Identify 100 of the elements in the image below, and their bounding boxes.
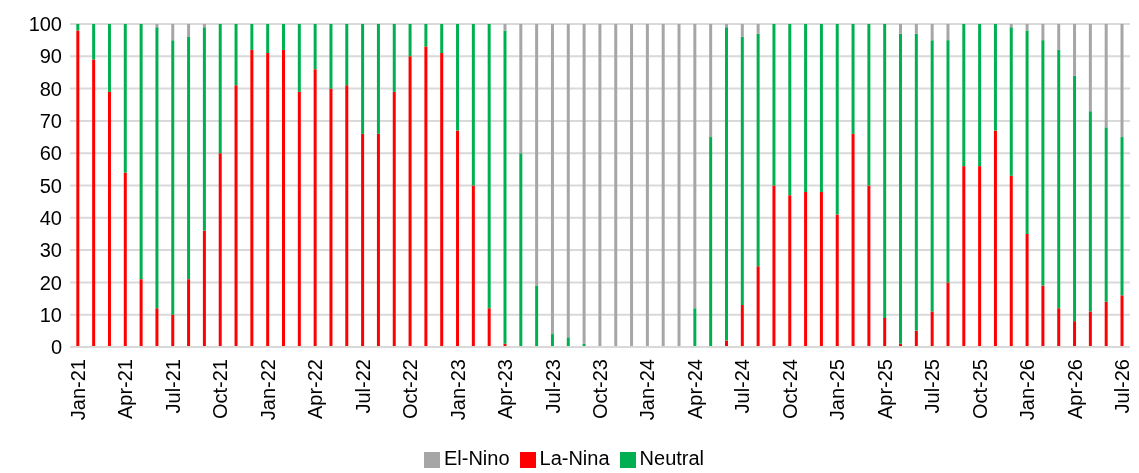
bar xyxy=(835,214,839,347)
x-tick-label: Jan-22 xyxy=(256,359,279,421)
bar xyxy=(171,314,175,347)
x-tick-label: Apr-25 xyxy=(873,359,896,420)
bar xyxy=(1088,111,1092,312)
bar xyxy=(361,24,365,134)
bar xyxy=(376,24,380,134)
x-tick-label: Jul-22 xyxy=(351,359,374,414)
bar xyxy=(171,24,175,41)
bar xyxy=(709,137,713,347)
bar xyxy=(329,24,333,89)
bar xyxy=(788,24,792,196)
bar xyxy=(804,191,808,347)
y-tick-label: 50 xyxy=(39,174,62,197)
bar xyxy=(914,330,918,347)
bar xyxy=(661,24,665,347)
bar xyxy=(1073,75,1077,322)
x-tick-label: Oct-21 xyxy=(209,359,232,420)
bar xyxy=(978,166,982,347)
bar xyxy=(535,24,539,286)
bar xyxy=(92,24,96,60)
bar xyxy=(566,337,570,347)
bar xyxy=(345,85,349,347)
bar xyxy=(930,311,934,347)
y-tick-label: 80 xyxy=(39,77,62,100)
bar xyxy=(756,266,760,347)
bar xyxy=(899,33,903,344)
bar xyxy=(724,24,728,28)
bar xyxy=(1104,24,1108,128)
bar xyxy=(107,24,111,92)
bar xyxy=(1120,137,1124,296)
bar xyxy=(187,279,191,347)
y-tick-label: 100 xyxy=(28,13,62,36)
legend-label: La-Nina xyxy=(539,447,610,469)
y-tick-label: 20 xyxy=(39,271,62,294)
bar xyxy=(1088,311,1092,347)
bar xyxy=(202,24,206,28)
bar xyxy=(1073,24,1077,76)
bar xyxy=(503,30,507,344)
bar xyxy=(282,49,285,347)
bar xyxy=(1120,295,1124,347)
bar xyxy=(297,91,301,347)
bar xyxy=(139,279,143,347)
bar xyxy=(408,56,412,347)
bar xyxy=(92,59,96,347)
bar xyxy=(756,33,760,267)
bar xyxy=(519,24,523,154)
bar xyxy=(171,40,175,315)
x-tick-label: Oct-25 xyxy=(968,359,991,420)
bar xyxy=(155,27,159,309)
bar xyxy=(993,130,997,347)
bar xyxy=(614,24,618,347)
bar xyxy=(740,305,744,347)
bar xyxy=(1025,233,1029,347)
bar xyxy=(471,24,475,186)
bar xyxy=(329,88,333,347)
legend-label: Neutral xyxy=(639,447,705,469)
x-tick-label: Oct-24 xyxy=(778,359,801,420)
y-tick-label: 30 xyxy=(39,239,62,262)
bar xyxy=(1104,301,1108,347)
bar xyxy=(598,24,602,347)
bar xyxy=(693,308,697,347)
bar xyxy=(313,69,317,347)
bar xyxy=(740,36,744,306)
bar xyxy=(899,24,903,34)
bar xyxy=(740,24,744,37)
bar xyxy=(930,24,934,41)
bar xyxy=(218,24,222,154)
x-tick-label: Jan-21 xyxy=(66,359,89,421)
bar xyxy=(819,191,823,347)
bar xyxy=(266,53,270,347)
bar xyxy=(788,195,792,347)
bar xyxy=(1009,27,1013,176)
bar xyxy=(392,91,396,347)
x-tick-label: Apr-26 xyxy=(1063,359,1086,420)
x-tick-label: Jan-23 xyxy=(446,359,469,421)
bar xyxy=(1057,24,1061,50)
bar xyxy=(456,130,460,347)
y-tick-label: 70 xyxy=(39,110,62,132)
bar xyxy=(187,24,191,37)
bar xyxy=(1025,24,1029,31)
bar xyxy=(440,53,444,347)
bar xyxy=(851,133,855,347)
bar xyxy=(471,185,475,347)
bar xyxy=(107,91,111,347)
bar xyxy=(123,24,127,173)
bar xyxy=(503,24,507,31)
bar xyxy=(535,285,539,347)
bar xyxy=(187,36,191,280)
bar xyxy=(978,24,982,167)
bar xyxy=(234,24,238,86)
y-tick-label: 0 xyxy=(50,336,62,359)
bar xyxy=(835,24,839,215)
x-tick-label: Oct-23 xyxy=(589,359,611,420)
bar xyxy=(550,334,554,347)
bar xyxy=(139,24,143,280)
bar xyxy=(582,24,586,344)
bar xyxy=(1057,308,1061,347)
bar xyxy=(1025,30,1029,234)
bar xyxy=(819,24,823,192)
